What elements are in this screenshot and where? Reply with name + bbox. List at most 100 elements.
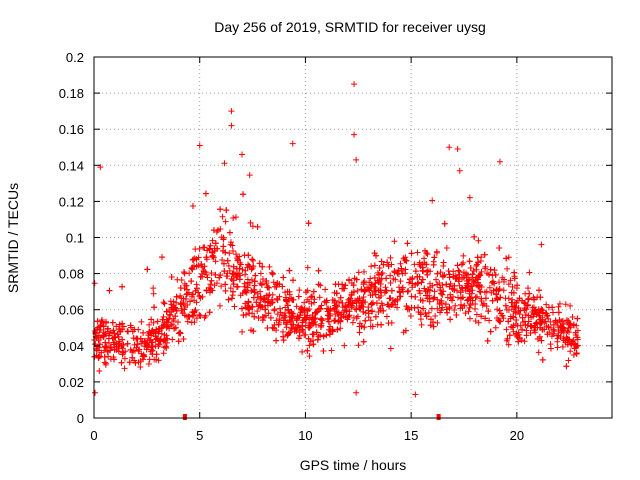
data-point <box>161 300 168 307</box>
data-point <box>409 280 416 287</box>
data-point <box>511 269 518 276</box>
data-point <box>567 302 574 309</box>
outlier-point <box>456 167 463 174</box>
data-point <box>325 318 332 325</box>
data-point <box>234 255 241 262</box>
data-point <box>522 311 529 318</box>
data-point <box>539 307 546 314</box>
data-points <box>91 81 581 398</box>
data-point <box>181 306 188 313</box>
data-point <box>207 281 214 288</box>
data-point <box>355 269 362 276</box>
data-point <box>203 271 210 278</box>
data-point <box>573 350 580 357</box>
data-point <box>514 334 521 341</box>
data-point <box>424 251 431 258</box>
data-point <box>259 303 266 310</box>
data-point <box>172 313 179 320</box>
data-point <box>317 332 324 339</box>
data-point <box>502 302 509 309</box>
data-point <box>411 261 418 268</box>
data-point <box>286 317 293 324</box>
y-tick-label: 0.18 <box>59 86 84 101</box>
data-point <box>296 287 303 294</box>
data-point <box>569 314 576 321</box>
data-point <box>446 274 453 281</box>
data-point <box>280 337 287 344</box>
data-point <box>131 341 138 348</box>
data-point <box>324 305 331 312</box>
data-point <box>566 320 573 327</box>
data-point <box>368 281 375 288</box>
data-point <box>563 363 570 370</box>
data-point <box>232 271 239 278</box>
data-point <box>127 322 134 329</box>
data-point <box>246 310 253 317</box>
data-point <box>489 278 496 285</box>
data-point <box>489 297 496 304</box>
data-point <box>240 191 247 198</box>
data-point <box>376 294 383 301</box>
data-point <box>371 262 378 269</box>
data-point <box>567 348 574 355</box>
data-point <box>220 260 227 267</box>
data-point <box>369 323 376 330</box>
data-point <box>280 317 287 324</box>
data-point <box>112 334 119 341</box>
data-point <box>283 298 290 305</box>
data-point <box>453 275 460 282</box>
data-point <box>467 283 474 290</box>
data-point <box>96 353 103 360</box>
data-point <box>229 270 236 277</box>
data-point <box>564 341 571 348</box>
data-point <box>217 206 224 213</box>
data-point <box>293 317 300 324</box>
y-tick-label: 0 <box>77 411 84 426</box>
data-point <box>248 287 255 294</box>
data-point <box>316 294 323 301</box>
data-point <box>168 274 175 281</box>
data-point <box>420 305 427 312</box>
data-point <box>129 354 136 361</box>
data-point <box>394 270 401 277</box>
data-point <box>173 299 180 306</box>
data-point <box>254 223 261 230</box>
data-point <box>187 298 194 305</box>
data-point <box>462 310 469 317</box>
data-point <box>524 322 531 329</box>
data-point <box>188 293 195 300</box>
data-point <box>331 317 338 324</box>
data-point <box>339 299 346 306</box>
data-point <box>500 287 507 294</box>
data-point <box>150 319 157 326</box>
data-point <box>454 262 461 269</box>
data-point <box>226 250 233 257</box>
data-point <box>503 326 510 333</box>
data-point <box>509 296 516 303</box>
data-point <box>262 306 269 313</box>
data-point <box>471 233 478 240</box>
data-point <box>343 308 350 315</box>
data-point <box>239 266 246 273</box>
data-point <box>284 288 291 295</box>
outlier-point <box>412 391 419 398</box>
data-point <box>269 271 276 278</box>
data-point <box>146 321 153 328</box>
data-point <box>325 316 332 323</box>
data-point <box>303 289 310 296</box>
data-point <box>563 317 570 324</box>
data-point <box>160 299 167 306</box>
data-point <box>305 335 312 342</box>
data-point <box>522 300 529 307</box>
data-point <box>318 302 325 309</box>
data-point <box>226 267 233 274</box>
outlier-point <box>351 131 358 138</box>
data-point <box>508 323 515 330</box>
data-point <box>519 326 526 333</box>
data-point <box>559 326 566 333</box>
data-point <box>375 309 382 316</box>
data-point <box>264 325 271 332</box>
data-point <box>524 296 531 303</box>
data-point <box>150 330 157 337</box>
data-point <box>397 260 404 267</box>
